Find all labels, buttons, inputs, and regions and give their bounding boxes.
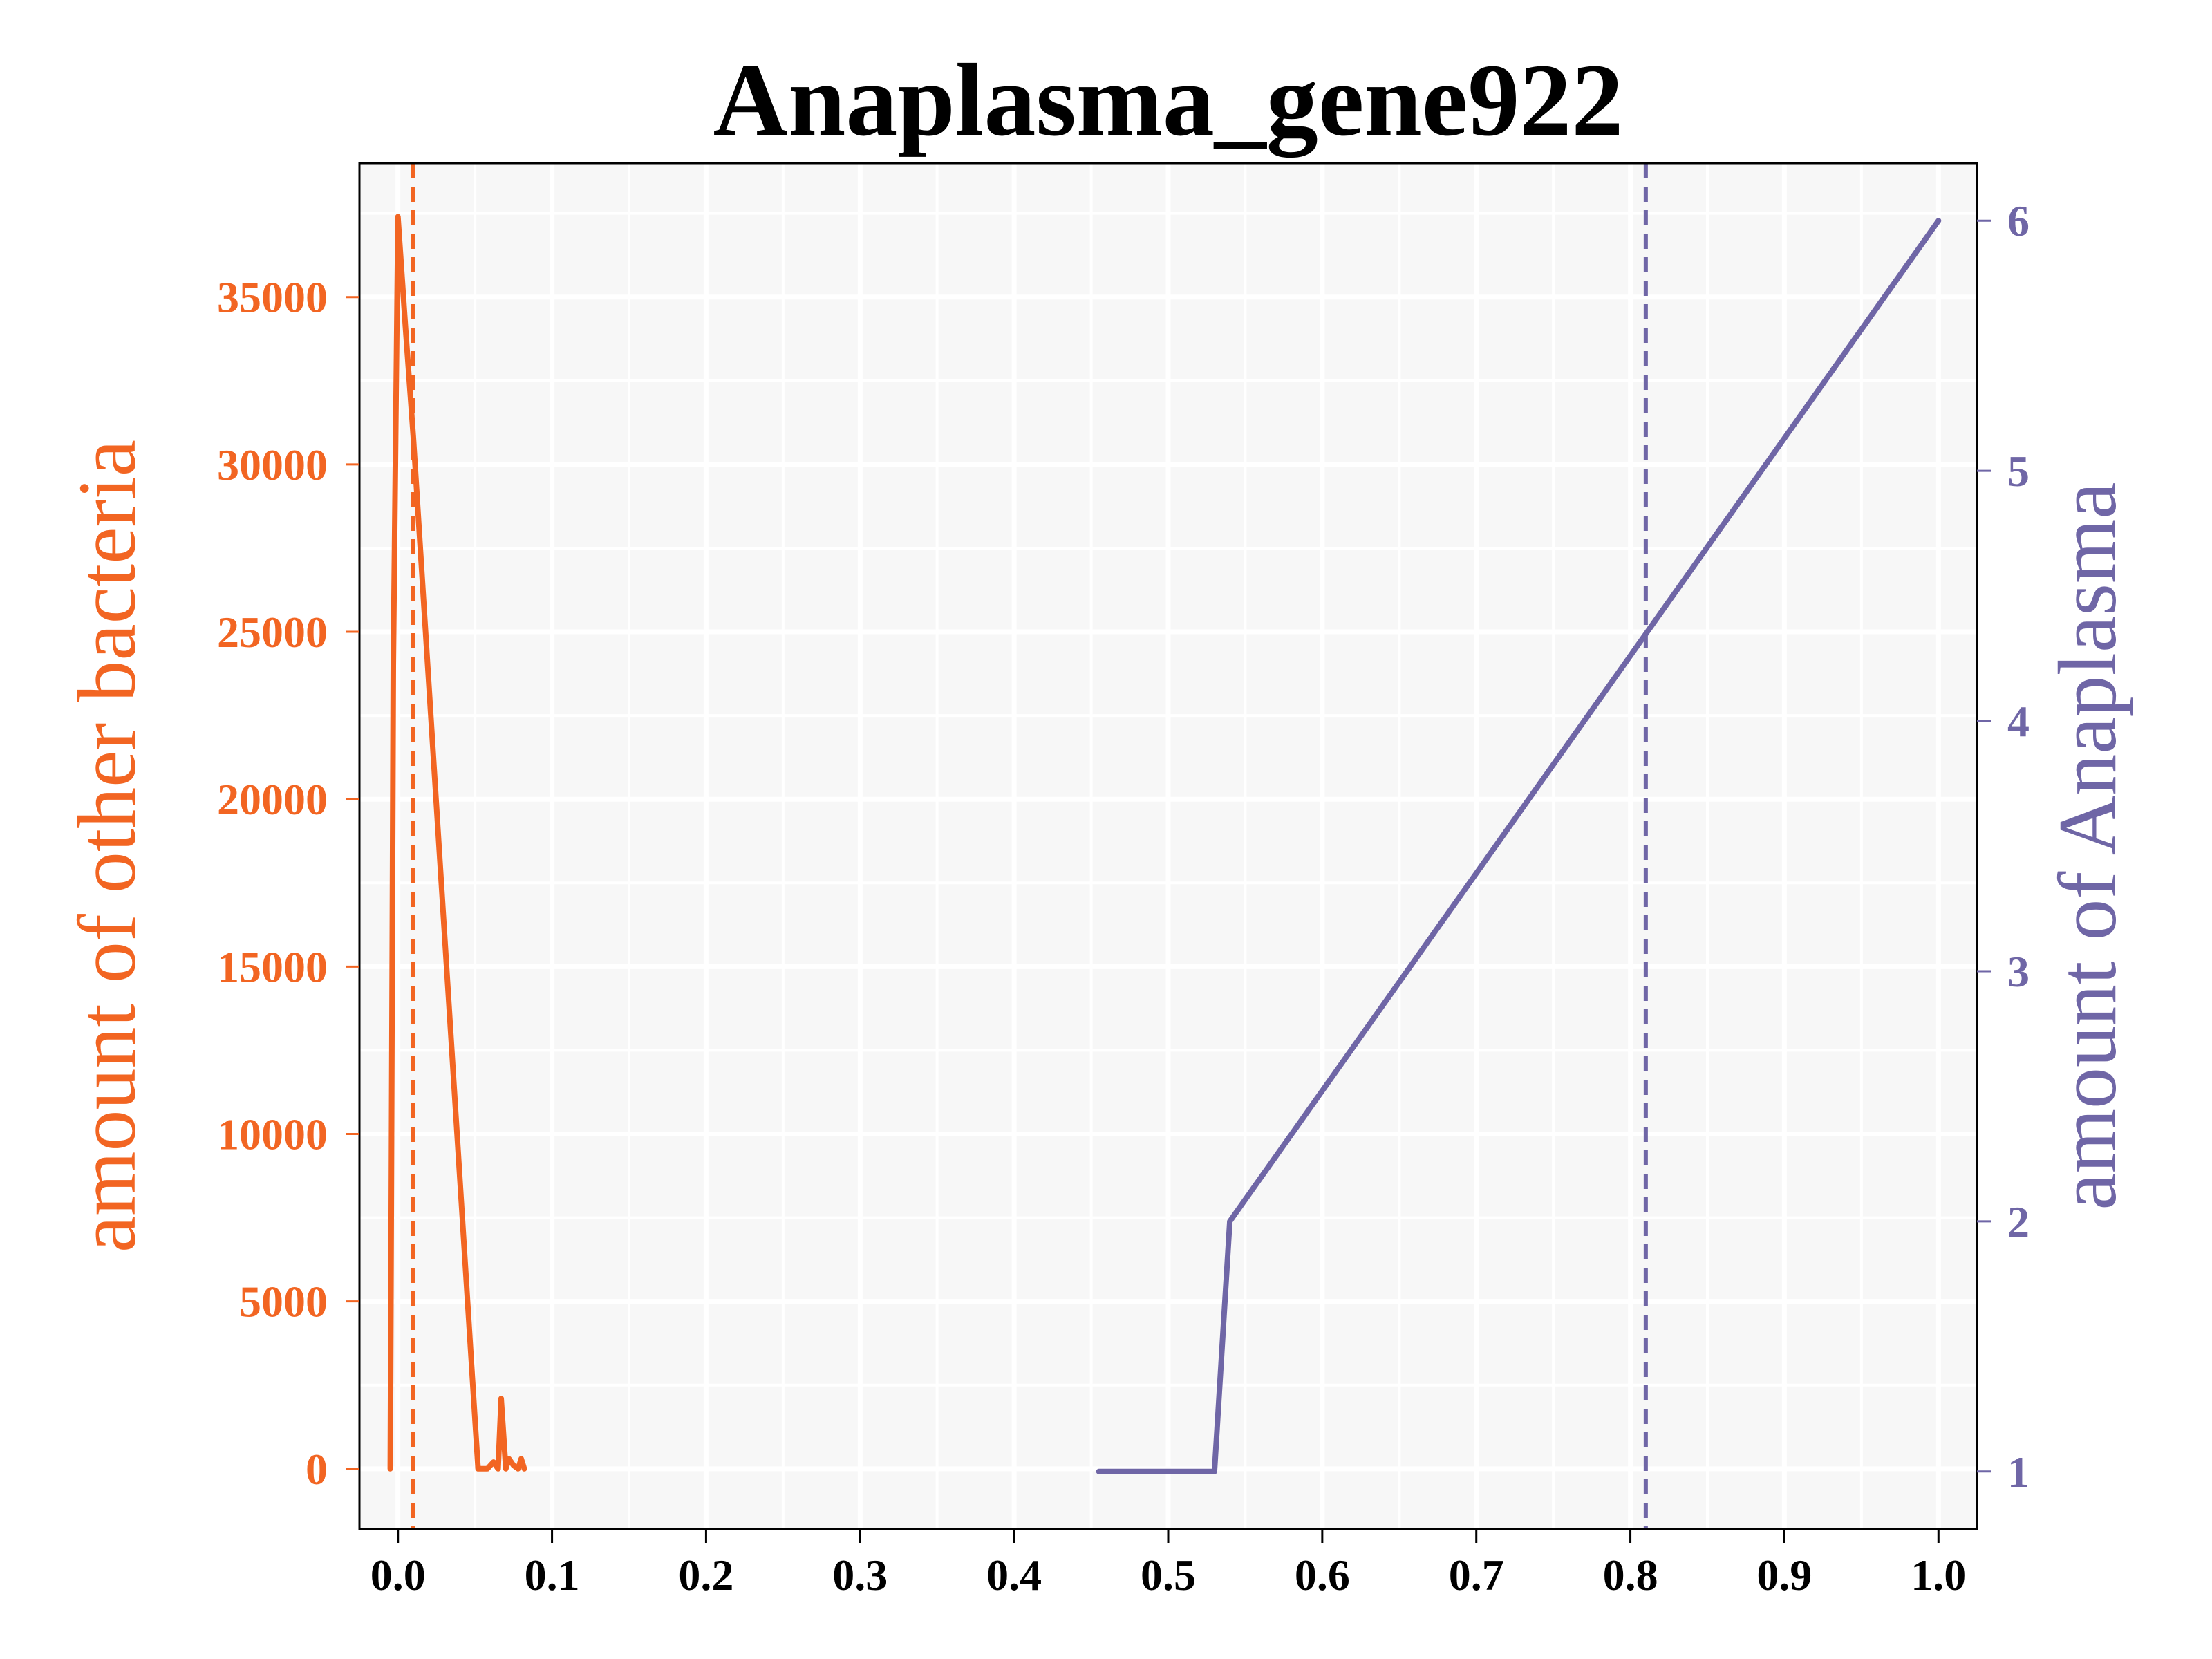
reference-lines xyxy=(411,163,1648,1529)
left-y-tick-label: 15000 xyxy=(217,942,328,991)
x-tick-label: 1.0 xyxy=(1911,1550,1966,1600)
right-y-tick-label: 5 xyxy=(2007,447,2030,496)
right-y-axis: 1 2 3 4 5 6 xyxy=(1977,196,2030,1497)
right-y-tick-label: 1 xyxy=(2007,1447,2030,1497)
series-lines xyxy=(387,214,1942,1474)
left-y-tick-label: 20000 xyxy=(217,775,328,824)
right-y-tick-label: 2 xyxy=(2007,1197,2030,1246)
left-y-tick-label: 30000 xyxy=(217,440,328,489)
left-y-tick-label: 25000 xyxy=(217,608,328,657)
x-tick-label: 0.6 xyxy=(1295,1550,1350,1600)
x-tick-label: 0.4 xyxy=(986,1550,1042,1600)
right-series-line xyxy=(1096,218,1942,1474)
x-tick-label: 0.2 xyxy=(678,1550,733,1600)
x-tick-label: 0.7 xyxy=(1449,1550,1504,1600)
right-y-tick-label: 3 xyxy=(2007,947,2030,996)
x-tick-label: 0.3 xyxy=(832,1550,888,1600)
right-y-tick-label: 4 xyxy=(2007,697,2030,746)
x-tick-label: 0.5 xyxy=(1141,1550,1196,1600)
left-series-line xyxy=(387,214,527,1472)
chart-title: Anaplasma_gene922 xyxy=(713,43,1624,158)
x-tick-label: 0.9 xyxy=(1756,1550,1812,1600)
left-y-axis: 0 5000 10000 15000 20000 25000 30000 35000 xyxy=(217,273,359,1494)
left-y-tick-label: 35000 xyxy=(217,273,328,322)
x-axis: 0.0 0.1 0.2 0.3 0.4 0.5 0.6 0.7 0.8 0.9 1.0 xyxy=(371,1529,1966,1600)
x-tick-label: 0.1 xyxy=(525,1550,580,1600)
right-axis-label: amount of Anaplasma xyxy=(2041,482,2133,1210)
x-tick-label: 0.0 xyxy=(371,1550,426,1600)
left-y-tick-label: 5000 xyxy=(239,1277,328,1327)
left-y-tick-label: 0 xyxy=(306,1445,328,1494)
left-axis-label: amount of other bacteria xyxy=(61,440,153,1253)
right-y-tick-label: 6 xyxy=(2007,196,2030,245)
left-y-tick-label: 10000 xyxy=(217,1110,328,1159)
x-tick-label: 0.8 xyxy=(1603,1550,1658,1600)
